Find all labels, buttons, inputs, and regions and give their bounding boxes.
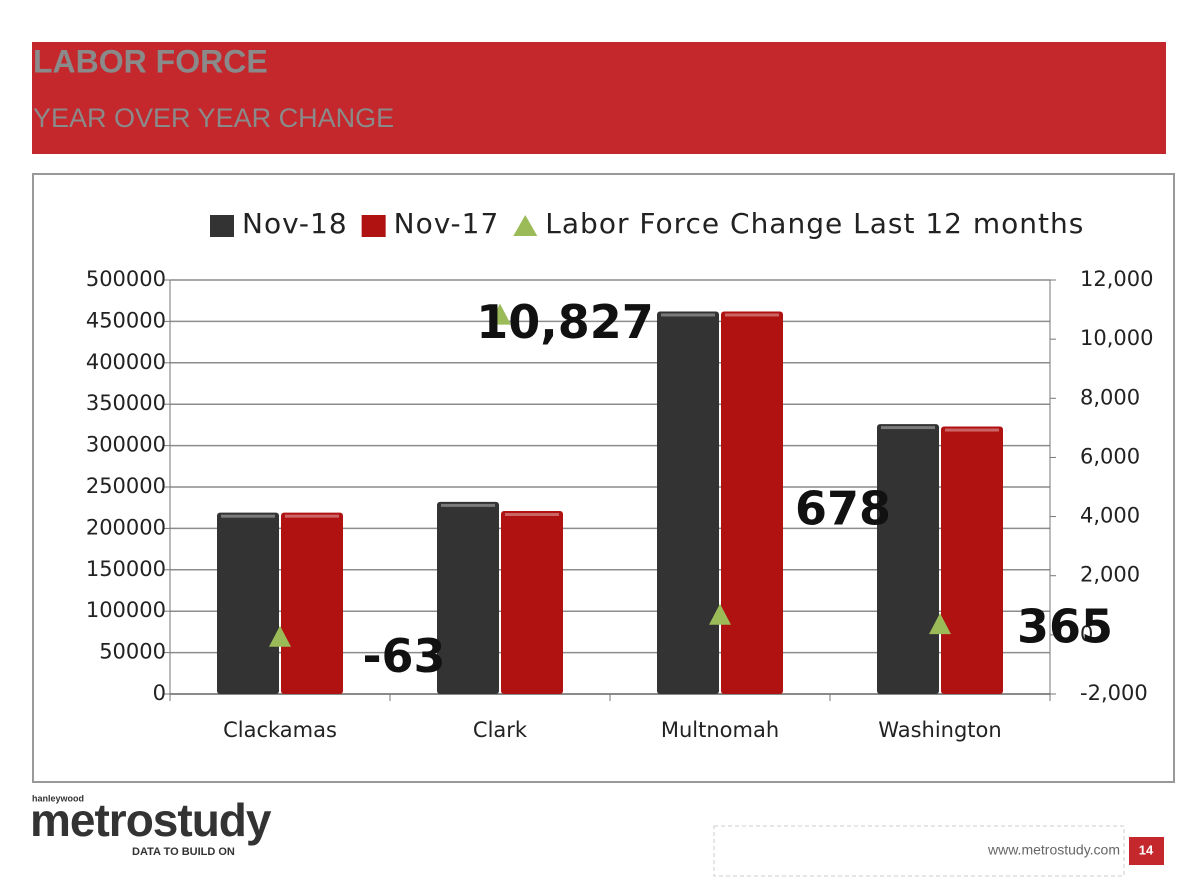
bar [437,501,499,694]
y-tick-label: 250000 [86,474,166,498]
bar [721,311,783,694]
y2-tick-label: 4,000 [1080,504,1140,528]
y-tick-label: 150000 [86,557,166,581]
bar [657,311,719,694]
bar [281,512,343,694]
legend-label: Labor Force Change Last 12 months [545,207,1084,240]
y2-tick-label: 0 [1080,622,1093,646]
page-number: 14 [1139,842,1154,857]
footer-box [713,825,1125,877]
data-label: 365 [1017,600,1113,654]
y2-tick-label: -2,000 [1080,681,1148,705]
bar [877,424,939,694]
slide-title: LABOR FORCE [33,43,268,79]
bar-highlight [661,313,715,317]
y2-tick-label: 2,000 [1080,563,1140,587]
x-tick-label: Washington [878,718,1001,742]
legend-label: Nov-17 [394,207,500,240]
bar [217,512,279,694]
x-tick-label: Multnomah [661,718,779,742]
bar-highlight [881,426,935,430]
x-tick-label: Clackamas [223,718,337,742]
marker-triangle [489,303,511,325]
bar [501,511,563,694]
y-tick-label: 400000 [86,350,166,374]
y-tick-label: 50000 [99,640,166,664]
bar-highlight [221,514,275,518]
bar-highlight [505,513,559,517]
slide-subtitle: YEAR OVER YEAR CHANGE [33,103,394,133]
y-tick-label: 500000 [86,267,166,291]
bar-highlight [725,313,779,317]
y2-tick-label: 6,000 [1080,444,1140,468]
legend-marker [210,215,234,237]
y-tick-label: 0 [153,681,166,705]
marker-triangle [929,613,951,635]
y2-tick-label: 8,000 [1080,385,1140,409]
brand-tagline: DATA TO BUILD ON [132,846,235,858]
y-tick-label: 200000 [86,515,166,539]
brand-logo: metrostudy [30,794,272,846]
data-label: -63 [362,629,445,683]
brand-top: hanleywood [32,793,84,803]
legend-marker [361,215,386,237]
y-tick-label: 300000 [86,433,166,457]
page-number-box [1129,837,1164,865]
marker-triangle [269,625,291,647]
footer-url: www.metrostudy.com [987,842,1120,858]
chart: 0 50000 100000 150000 200000 250000 300000 3500… [86,207,1154,742]
bar-highlight [945,428,999,432]
data-label: 10,827 [476,295,654,349]
bar-highlight [285,514,339,518]
y-tick-label: 100000 [86,598,166,622]
y2-tick-label: 10,000 [1080,326,1153,350]
bar-highlight [441,503,495,507]
y2-tick-label: 12,000 [1080,267,1153,291]
y-tick-label: 450000 [86,308,166,332]
header-band [32,42,1166,154]
bar [941,426,1003,694]
x-tick-label: Clark [473,718,528,742]
data-label: 678 [795,481,891,535]
y-tick-label: 350000 [86,391,166,415]
marker-triangle [709,603,731,625]
legend-label: Nov-18 [242,207,348,240]
legend-marker [513,215,538,236]
